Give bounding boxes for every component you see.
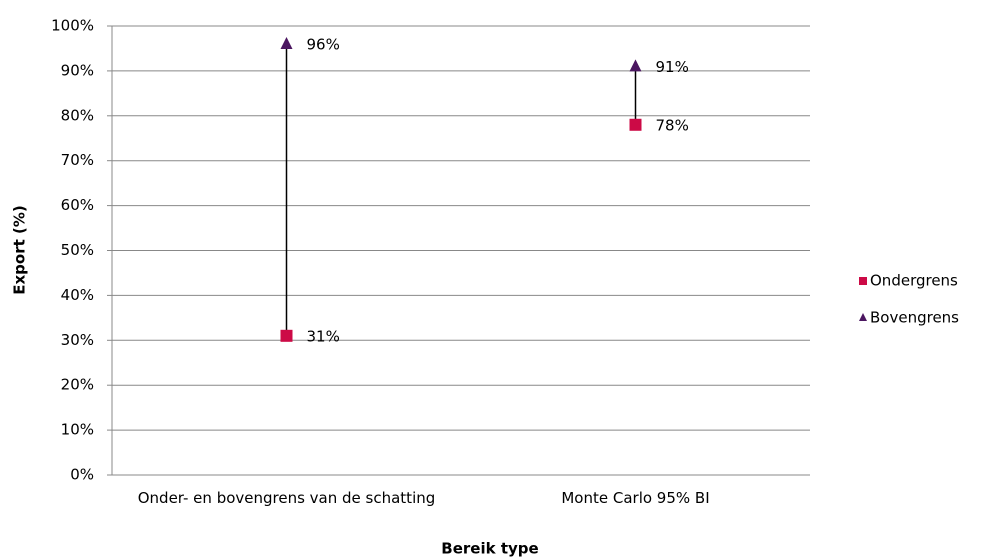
y-tick-label: 40% <box>61 286 94 304</box>
x-axis-title: Bereik type <box>441 540 538 558</box>
y-tick-label: 60% <box>61 196 94 214</box>
y-tick-label: 10% <box>61 421 94 439</box>
y-tick-label: 0% <box>70 466 94 484</box>
legend-marker <box>859 277 867 285</box>
data-label: 96% <box>307 35 340 53</box>
y-tick-label: 100% <box>51 17 94 35</box>
y-tick-label: 20% <box>61 376 94 394</box>
legend-label: Bovengrens <box>870 309 959 327</box>
marker <box>280 329 293 342</box>
y-tick-label: 70% <box>61 151 94 169</box>
legend-marker <box>859 313 867 321</box>
x-tick-label: Monte Carlo 95% BI <box>561 489 710 507</box>
data-label: 31% <box>307 327 340 345</box>
x-tick-label: Onder- en bovengrens van de schatting <box>137 489 436 507</box>
data-label: 78% <box>656 116 689 134</box>
marker <box>629 118 642 131</box>
y-tick-label: 90% <box>61 61 94 79</box>
y-tick-label: 30% <box>61 331 94 349</box>
y-tick-label: 50% <box>61 241 94 259</box>
marker <box>629 59 642 72</box>
data-label: 91% <box>656 58 689 76</box>
marker <box>280 36 293 49</box>
legend-label: Ondergrens <box>870 272 958 290</box>
y-axis-title: Export (%) <box>11 205 29 295</box>
y-tick-label: 80% <box>61 106 94 124</box>
